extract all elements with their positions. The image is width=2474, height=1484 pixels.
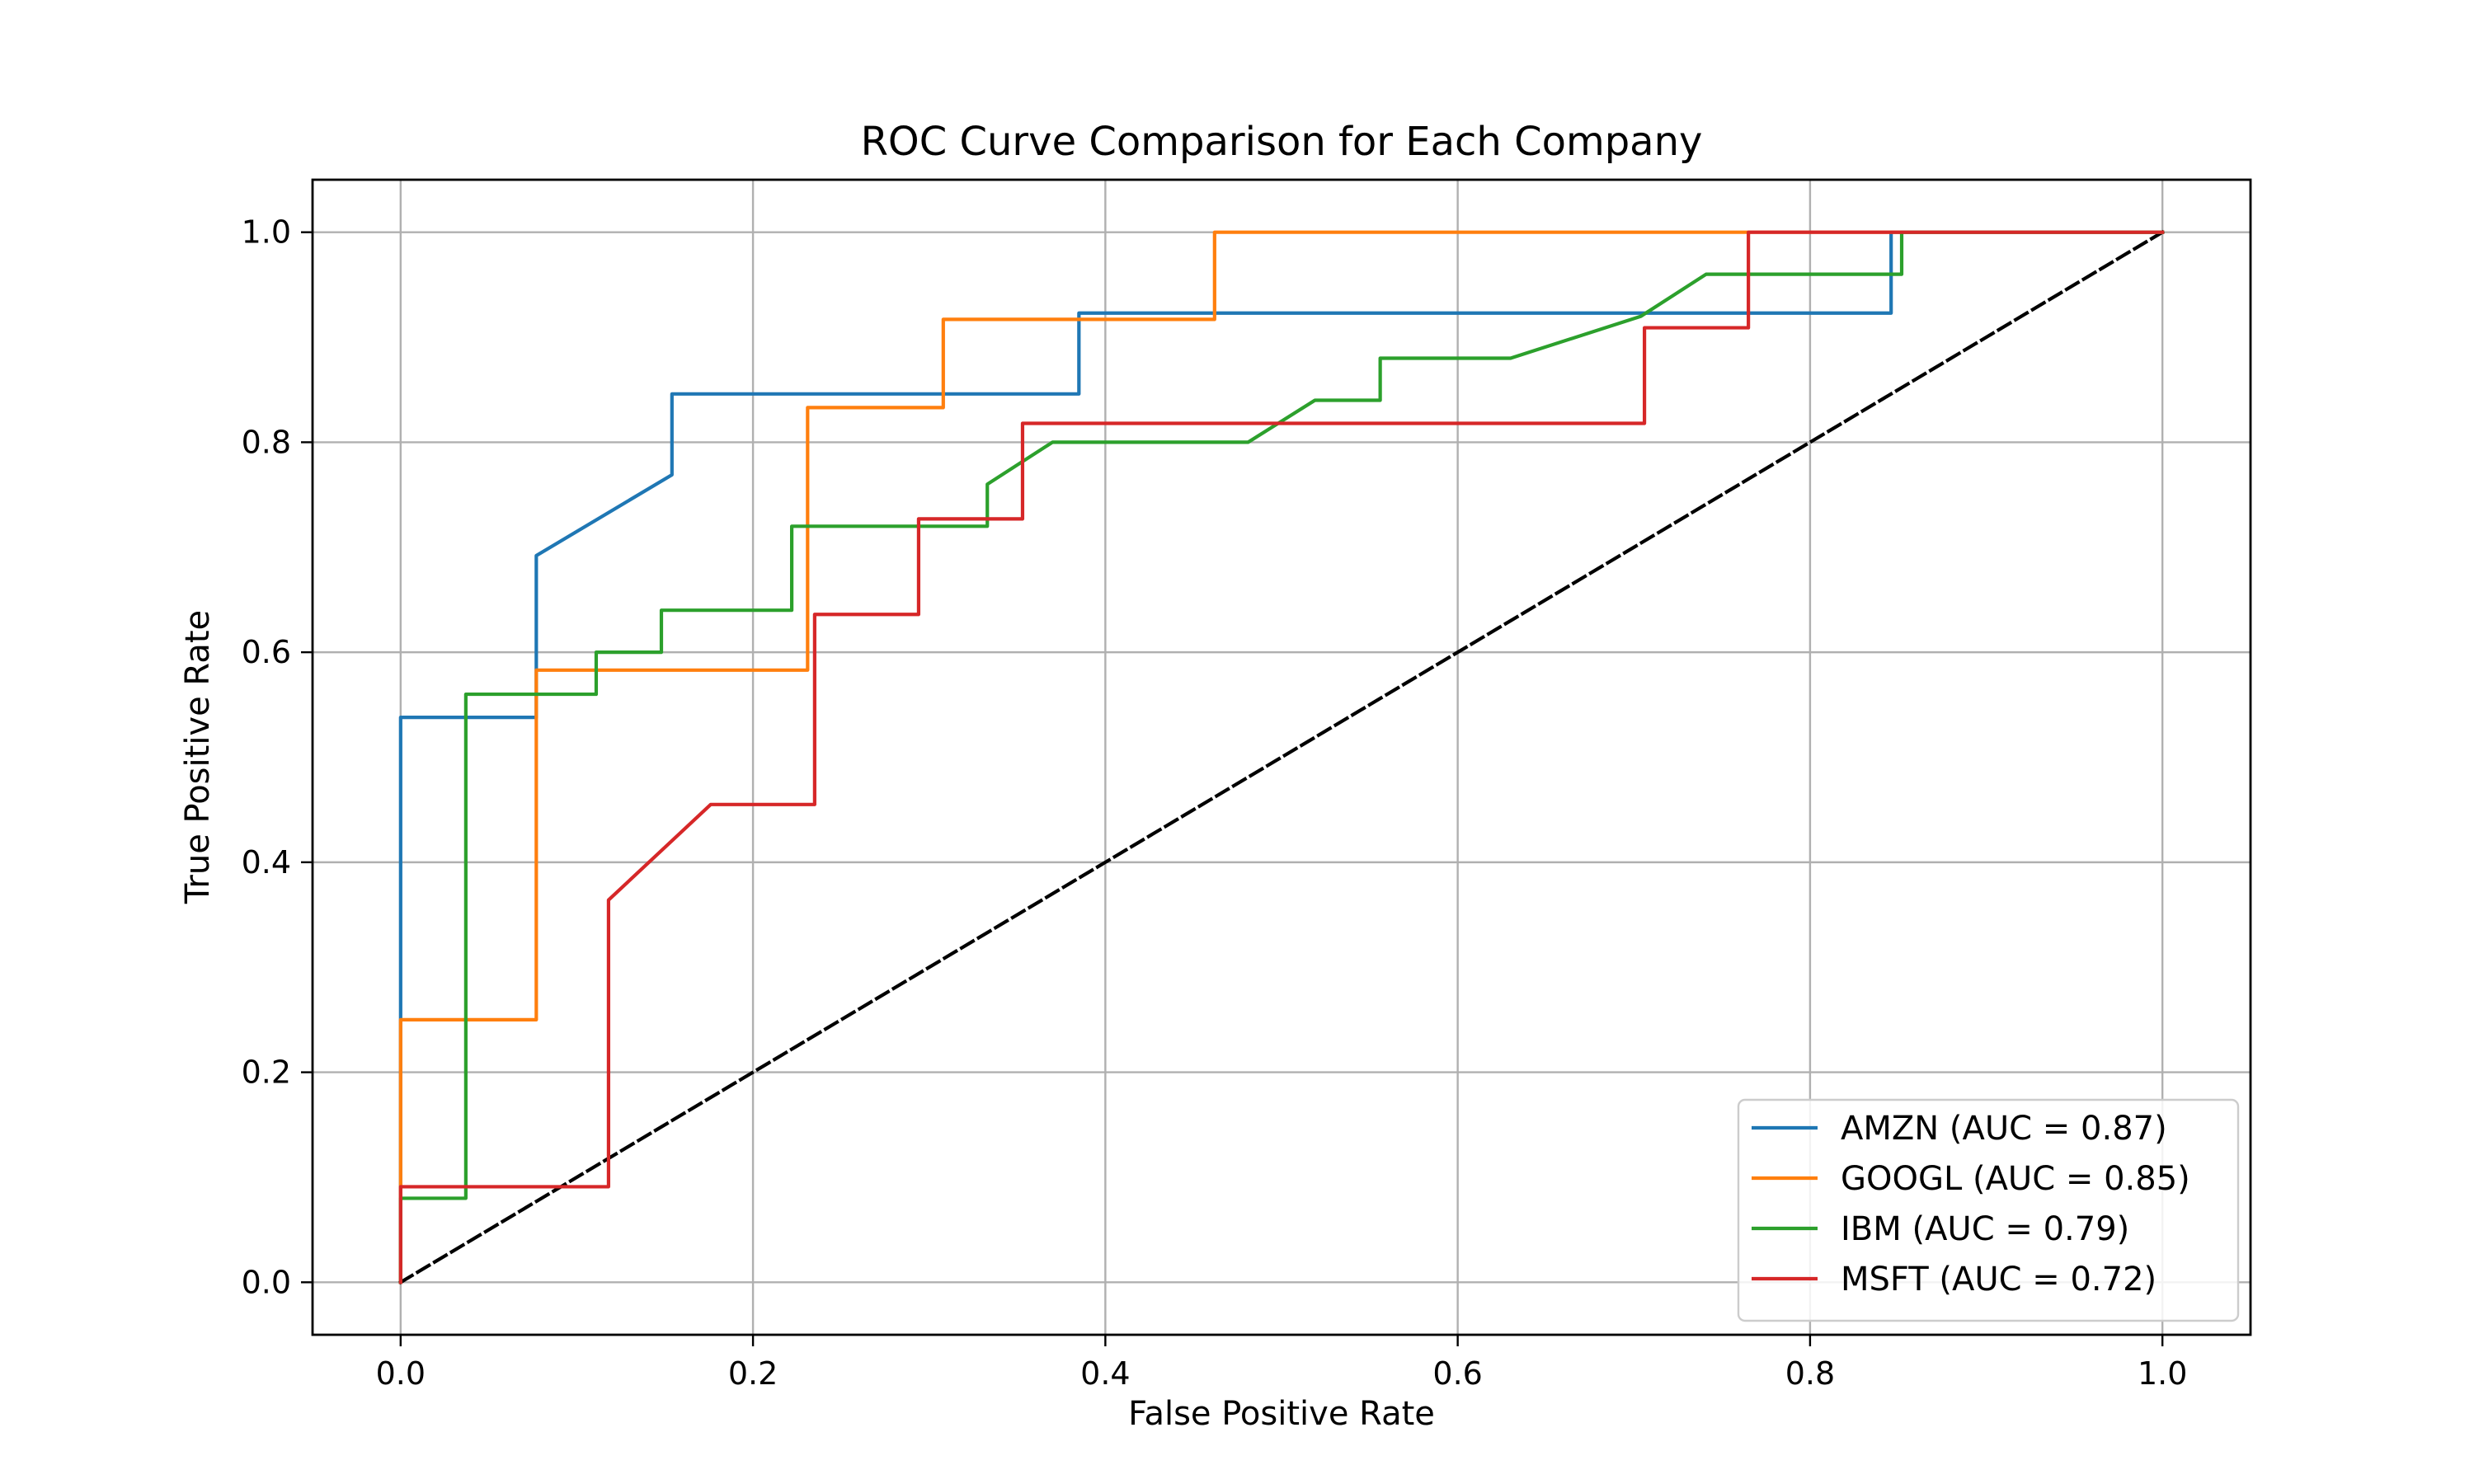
y-tick-label: 0.6 bbox=[242, 634, 291, 670]
legend: AMZN (AUC = 0.87) GOOGL (AUC = 0.85) IBM (… bbox=[1737, 1098, 2240, 1322]
x-tick-label: 0.6 bbox=[1432, 1355, 1482, 1392]
series-line-0 bbox=[398, 230, 2165, 1284]
legend-label: IBM (AUC = 0.79) bbox=[1841, 1210, 2129, 1248]
series-line-1 bbox=[398, 230, 2165, 1284]
x-tick-label: 0.8 bbox=[1785, 1355, 1835, 1392]
chart-title: ROC Curve Comparison for Each Company bbox=[861, 119, 1703, 165]
plot-frame bbox=[311, 178, 2252, 1336]
legend-label: MSFT (AUC = 0.72) bbox=[1841, 1261, 2157, 1298]
series-line-2 bbox=[398, 230, 2165, 1284]
y-tick-label: 0.0 bbox=[242, 1264, 291, 1300]
y-tick-label: 0.8 bbox=[242, 424, 291, 460]
y-tick-label: 0.2 bbox=[242, 1054, 291, 1091]
y-tick-label: 1.0 bbox=[242, 214, 291, 251]
y-axis-label: True Positive Rate bbox=[179, 610, 217, 904]
axis-ticks: 0.0 0.2 0.4 0.6 0.8 1.0 0.0 0.2 0.4 0.6 0.8 1.0 bbox=[242, 214, 2188, 1392]
x-tick-label: 0.0 bbox=[376, 1355, 426, 1392]
legend-label: AMZN (AUC = 0.87) bbox=[1841, 1110, 2167, 1148]
x-tick-label: 0.4 bbox=[1080, 1355, 1130, 1392]
legend-box bbox=[1737, 1098, 2240, 1322]
x-tick-label: 1.0 bbox=[2138, 1355, 2187, 1392]
series-lines bbox=[397, 229, 2166, 1285]
x-axis-label: False Positive Rate bbox=[1128, 1395, 1435, 1433]
x-tick-label: 0.2 bbox=[728, 1355, 778, 1392]
reference-diagonal-line bbox=[397, 229, 2166, 1285]
legend-label: GOOGL (AUC = 0.85) bbox=[1841, 1160, 2190, 1198]
y-tick-label: 0.4 bbox=[242, 844, 291, 881]
series-line-3 bbox=[398, 230, 2165, 1284]
